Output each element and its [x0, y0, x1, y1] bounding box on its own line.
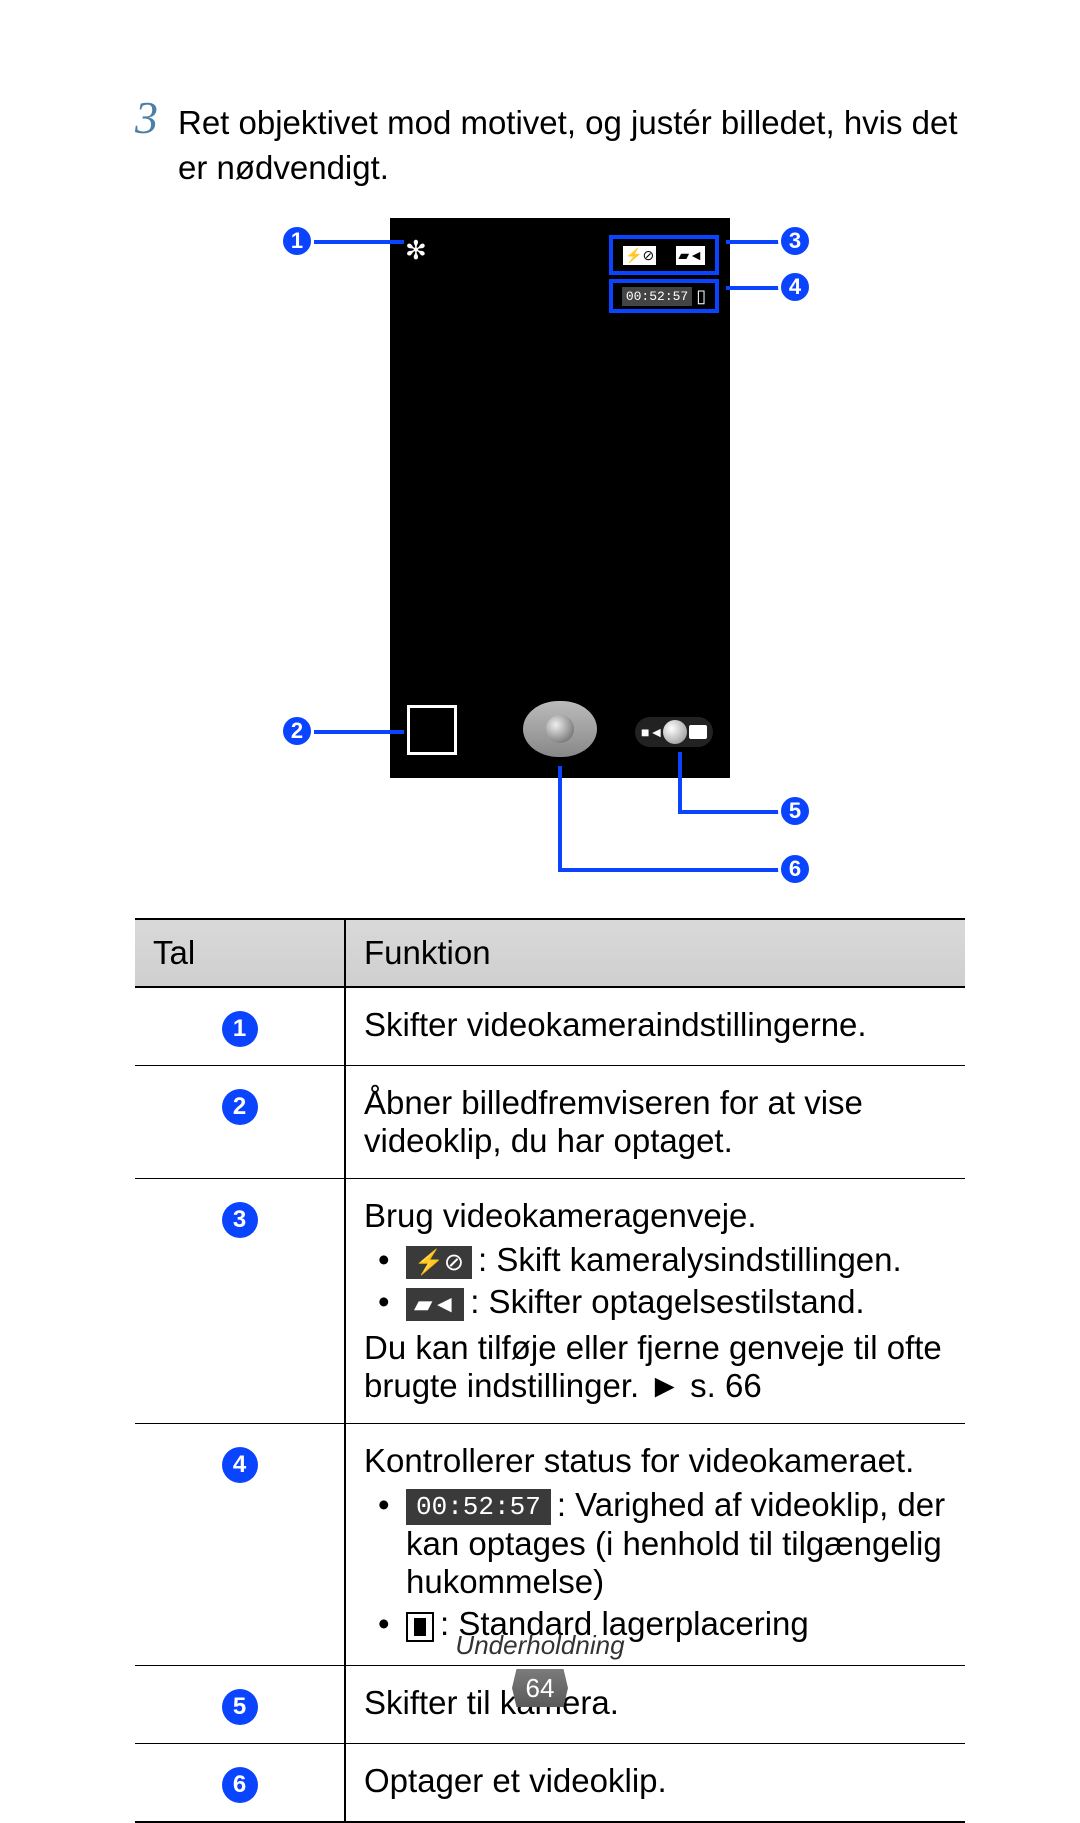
leader-5h: [678, 810, 782, 814]
shortcuts-box: ⚡⊘ ▰◄: [609, 235, 719, 275]
leader-3: [726, 240, 782, 244]
table-row: 1 Skifter videokameraindstillingerne.: [135, 987, 965, 1066]
leader-6v: [558, 766, 562, 868]
callout-1: 1: [280, 224, 314, 258]
page-footer: Underholdning 64: [0, 1630, 1080, 1707]
table-row: 2 Åbner billedfremviseren for at vise vi…: [135, 1066, 965, 1179]
phone-frame: ✻ ⚡⊘ ▰◄ 00:52:57 ▯ ■◄: [390, 218, 730, 778]
switch-knob: [663, 720, 687, 744]
leader-1: [314, 240, 404, 244]
row-text-1: Skifter videokameraindstillingerne.: [345, 987, 965, 1066]
flash-chip-icon: ⚡⊘: [406, 1246, 472, 1279]
record-mode-icon: ▰◄: [676, 246, 705, 265]
video-mode-icon: ■◄: [641, 724, 663, 740]
step-number: 3: [135, 95, 158, 141]
page-number: 64: [512, 1669, 568, 1707]
flash-icon: ⚡⊘: [623, 246, 656, 265]
row-badge-6: 6: [222, 1767, 258, 1803]
table-row: 3 Brug videokameragenveje. ⚡⊘: Skift kam…: [135, 1179, 965, 1424]
leader-5v: [678, 752, 682, 810]
r4-bullet1: 00:52:57: Varighed af videoklip, der kan…: [364, 1486, 947, 1601]
recmode-chip-icon: ▰◄: [406, 1288, 464, 1321]
row-text-3: Brug videokameragenveje. ⚡⊘: Skift kamer…: [345, 1179, 965, 1424]
row-badge-1: 1: [222, 1011, 258, 1047]
r3-bullet2: ▰◄: Skifter optagelsestilstand.: [364, 1283, 947, 1321]
callout-5: 5: [778, 794, 812, 828]
r4-lead: Kontrollerer status for videokameraet.: [364, 1442, 947, 1480]
table-row: 6 Optager et videoklip.: [135, 1744, 965, 1823]
step-text: Ret objektivet mod motivet, og justér bi…: [178, 95, 965, 190]
storage-icon: ▯: [696, 286, 706, 307]
leader-4: [726, 286, 782, 290]
leader-2: [314, 730, 404, 734]
r3-tail: Du kan tilføje eller fjerne genveje til …: [364, 1329, 947, 1405]
r3-lead: Brug videokameragenveje.: [364, 1197, 947, 1235]
header-tal: Tal: [135, 919, 345, 987]
row-badge-4: 4: [222, 1447, 258, 1483]
status-time: 00:52:57: [622, 287, 692, 306]
mode-switch: ■◄: [635, 717, 713, 747]
shutter-button: [523, 701, 597, 757]
row-badge-2: 2: [222, 1089, 258, 1125]
callout-4: 4: [778, 270, 812, 304]
camcorder-diagram: 1 2 3 4 5 6 ✻ ⚡⊘ ▰◄ 00:52:57 ▯: [250, 218, 850, 898]
row-text-2: Åbner billedfremviseren for at vise vide…: [345, 1066, 965, 1179]
header-funktion: Funktion: [345, 919, 965, 987]
status-box: 00:52:57 ▯: [609, 279, 719, 313]
r3-b1-after: : Skift kameralysindstillingen.: [478, 1241, 902, 1278]
r3-bullet1: ⚡⊘: Skift kameralysindstillingen.: [364, 1241, 947, 1279]
r3-b2-after: : Skifter optagelsestilstand.: [470, 1283, 864, 1320]
photo-mode-icon: [689, 725, 707, 739]
footer-section: Underholdning: [0, 1630, 1080, 1661]
callout-6: 6: [778, 852, 812, 886]
row-text-6: Optager et videoklip.: [345, 1744, 965, 1823]
gallery-thumbnail: [407, 705, 457, 755]
callout-2: 2: [280, 714, 314, 748]
leader-6h: [558, 868, 782, 872]
row-badge-3: 3: [222, 1202, 258, 1238]
duration-chip: 00:52:57: [406, 1489, 551, 1525]
callout-3: 3: [778, 224, 812, 258]
gear-icon: ✻: [405, 235, 427, 266]
instruction-step: 3 Ret objektivet mod motivet, og justér …: [135, 95, 965, 190]
